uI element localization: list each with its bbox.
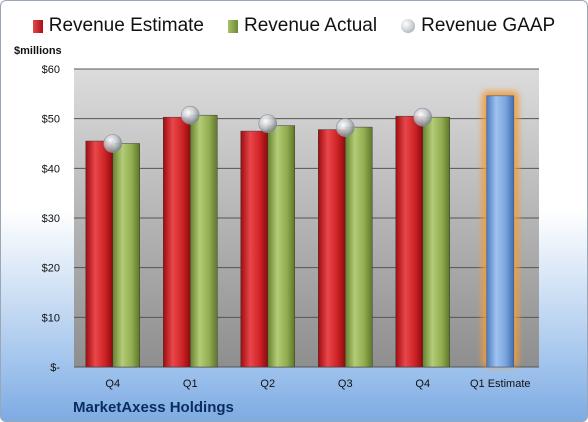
x-tick-label: Q4 bbox=[415, 378, 430, 390]
actual-bar bbox=[190, 114, 218, 368]
estimate-bar bbox=[395, 115, 423, 368]
legend-item-estimate: Revenue Estimate bbox=[32, 15, 204, 37]
x-tick-label: Q4 bbox=[105, 378, 120, 390]
estimate-bar bbox=[163, 116, 191, 368]
actual-bar bbox=[267, 125, 295, 368]
gaap-marker bbox=[258, 114, 278, 133]
x-tick-label: Q1 Estimate bbox=[470, 378, 531, 390]
future-estimate-bar bbox=[486, 95, 515, 368]
y-tick-label: $50 bbox=[42, 114, 60, 126]
y-tick-label: $40 bbox=[42, 163, 60, 175]
y-tick-label: $60 bbox=[42, 64, 60, 76]
y-tick-label: $10 bbox=[42, 312, 60, 324]
x-tick-label: Q2 bbox=[260, 378, 275, 390]
x-tick-label: Q3 bbox=[338, 378, 353, 390]
legend-label-actual: Revenue Actual bbox=[244, 15, 378, 36]
gaap-marker bbox=[413, 107, 433, 127]
chart-legend: Revenue Estimate Revenue Actual Revenue … bbox=[1, 15, 587, 37]
legend-item-gaap: Revenue GAAP bbox=[401, 15, 555, 37]
actual-bar bbox=[422, 116, 450, 368]
estimate-bar bbox=[240, 130, 268, 368]
chart-title: MarketAxess Holdings bbox=[73, 399, 234, 416]
y-axis-label: $millions bbox=[14, 45, 62, 57]
gaap-marker bbox=[103, 134, 123, 153]
actual-bar bbox=[112, 143, 140, 368]
gaap-marker bbox=[180, 105, 200, 125]
legend-swatch-actual bbox=[228, 19, 238, 33]
legend-item-actual: Revenue Actual bbox=[228, 15, 377, 37]
gaap-marker bbox=[335, 118, 355, 137]
legend-label-estimate: Revenue Estimate bbox=[48, 15, 204, 36]
legend-marker-gaap bbox=[401, 19, 416, 33]
x-tick-label: Q1 bbox=[183, 378, 198, 390]
estimate-bar bbox=[85, 140, 113, 368]
y-tick-label: $- bbox=[50, 362, 60, 374]
y-tick-label: $20 bbox=[42, 263, 60, 275]
legend-swatch-estimate bbox=[32, 19, 43, 33]
legend-label-gaap: Revenue GAAP bbox=[421, 15, 556, 36]
estimate-bar bbox=[318, 129, 346, 368]
y-tick-label: $30 bbox=[42, 213, 60, 225]
actual-bar bbox=[345, 126, 373, 368]
